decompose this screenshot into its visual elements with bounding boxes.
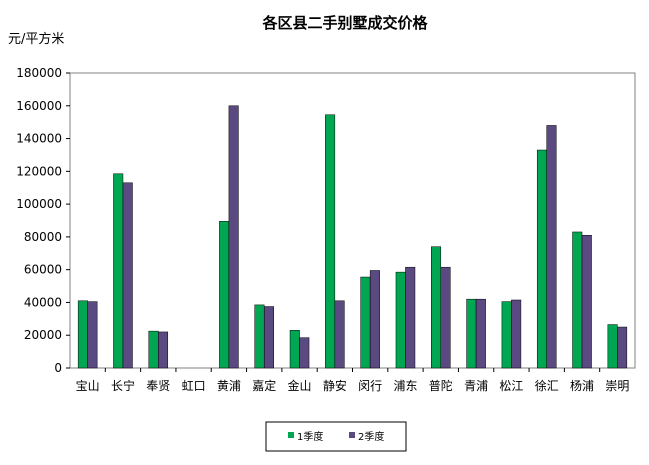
bar-series-1-闵行 <box>360 276 371 369</box>
y-tick-label: 100000 <box>16 197 62 211</box>
y-tick-label: 0 <box>54 361 62 375</box>
x-category-label: 青浦 <box>464 379 488 393</box>
y-tick-label: 180000 <box>16 66 62 80</box>
x-category-label: 崇明 <box>605 379 629 393</box>
x-category-label: 闵行 <box>358 378 382 393</box>
bar-series-2-崇明 <box>617 326 628 369</box>
x-category-label: 嘉定 <box>252 378 276 393</box>
bar-series-2-嘉定 <box>263 306 274 369</box>
bar-series-2-静安 <box>334 300 345 369</box>
legend-swatch-series-2 <box>349 432 355 438</box>
x-category-label: 奉贤 <box>146 379 170 393</box>
bar-series-2-杨浦 <box>581 235 592 369</box>
bar-series-2-徐汇 <box>546 125 557 369</box>
y-axis-unit-label: 元/平方米 <box>8 31 64 47</box>
y-tick-label: 20000 <box>24 328 62 342</box>
x-category-label: 普陀 <box>429 378 453 393</box>
bar-series-1-嘉定 <box>254 304 265 369</box>
bar-series-1-静安 <box>325 114 336 369</box>
y-tick-label: 140000 <box>16 132 62 146</box>
y-axis: 0 20000 40000 60000 80000 100000 120000 140000 1… <box>16 66 70 375</box>
bar-series-1-金山 <box>289 330 300 369</box>
bar-series-2-松江 <box>511 299 522 369</box>
bar-series-1-松江 <box>501 301 512 369</box>
bar-series-1-长宁 <box>113 173 124 369</box>
y-tick-label: 80000 <box>24 230 62 244</box>
bar-series-1-宝山 <box>77 300 88 369</box>
chart-title: 各区县二手别墅成交价格 <box>261 14 428 32</box>
bar-series-2-青浦 <box>475 298 486 369</box>
y-tick-label: 60000 <box>24 263 62 277</box>
bar-series-1-浦东 <box>395 271 406 369</box>
bar-series-1-普陀 <box>431 246 442 369</box>
bar-series-2-黄浦 <box>228 105 239 369</box>
x-category-label: 黄浦 <box>217 379 241 393</box>
bar-series-2-宝山 <box>87 301 98 369</box>
x-category-label: 宝山 <box>76 379 100 393</box>
y-tick-label: 160000 <box>16 99 62 113</box>
bar-series-2-金山 <box>299 337 310 369</box>
x-category-label: 金山 <box>288 378 312 393</box>
bar-series-1-青浦 <box>466 298 477 369</box>
y-tick-label: 120000 <box>16 164 62 178</box>
legend: 1季度 2季度 <box>265 421 407 452</box>
x-category-label: 徐汇 <box>535 378 559 393</box>
x-category-label: 长宁 <box>111 378 135 393</box>
x-category-label: 松江 <box>499 379 523 393</box>
bar-series-1-黄浦 <box>219 221 230 369</box>
bar-series-2-奉贤 <box>158 331 169 369</box>
bar-series-2-长宁 <box>122 182 133 369</box>
x-category-label: 浦东 <box>393 379 417 393</box>
bar-series-2-浦东 <box>405 266 416 369</box>
x-category-label: 静安 <box>323 378 347 393</box>
legend-swatch-series-1 <box>288 432 294 438</box>
y-tick-label: 40000 <box>24 295 62 309</box>
bar-series-2-普陀 <box>440 266 451 369</box>
legend-box <box>265 421 407 452</box>
x-category-label: 杨浦 <box>570 378 594 393</box>
bar-series-2-闵行 <box>369 270 380 369</box>
bar-series-1-崇明 <box>607 324 618 369</box>
x-axis: 宝山 长宁 奉贤 虹口 黄浦 嘉定 金山 静安 闵行 浦东 普陀 青浦 松江 徐汇 杨浦 崇明 <box>76 368 629 393</box>
bar-series-1-徐汇 <box>536 149 547 369</box>
legend-label-series-2: 2季度 <box>358 430 384 443</box>
legend-label-series-1: 1季度 <box>297 430 323 443</box>
bar-series <box>77 105 628 369</box>
bar-series-1-杨浦 <box>572 231 583 369</box>
x-category-label: 虹口 <box>182 379 206 393</box>
bar-series-1-奉贤 <box>148 330 159 369</box>
